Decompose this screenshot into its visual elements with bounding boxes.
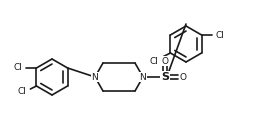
Text: N: N	[92, 72, 98, 82]
Text: Cl: Cl	[215, 31, 224, 39]
Text: Cl: Cl	[14, 64, 23, 72]
Text: N: N	[140, 72, 146, 82]
Text: Cl: Cl	[150, 56, 159, 65]
Text: O: O	[179, 72, 186, 82]
Text: O: O	[162, 56, 169, 65]
Text: Cl: Cl	[18, 86, 27, 95]
Text: S: S	[161, 72, 169, 82]
